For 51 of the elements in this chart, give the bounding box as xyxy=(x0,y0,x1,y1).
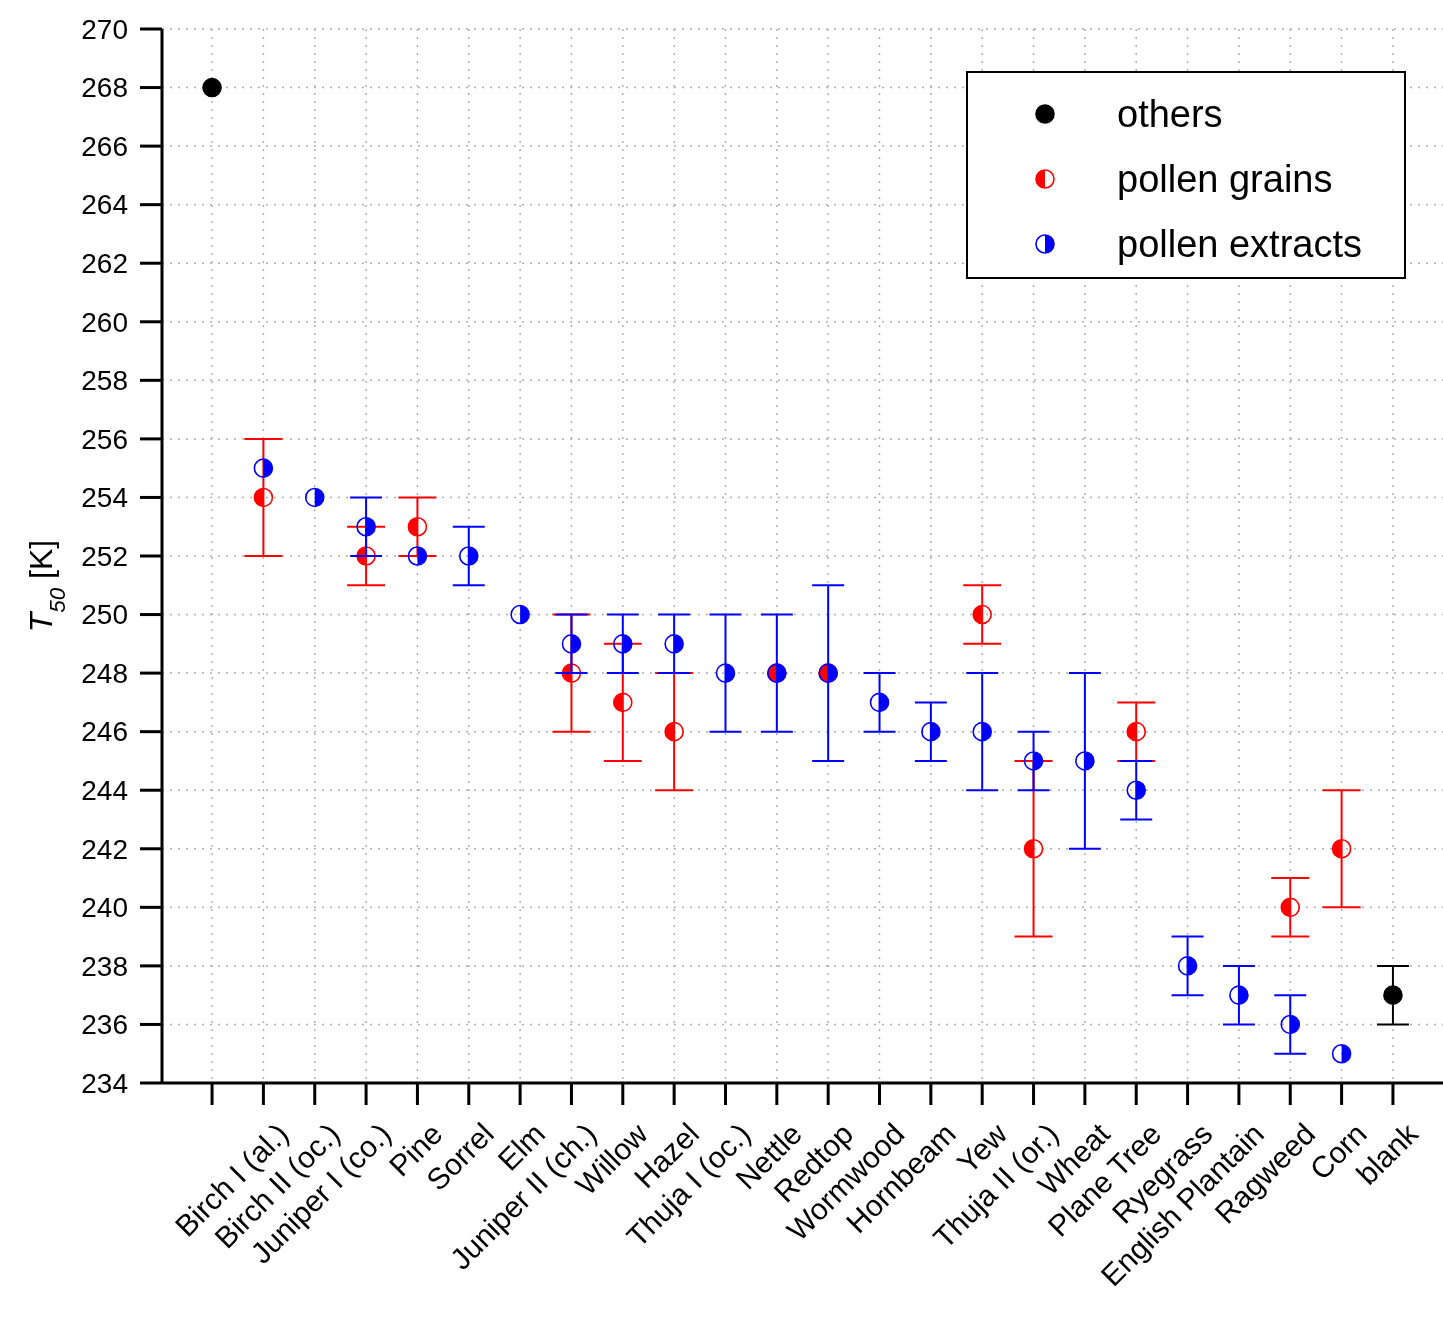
y-tick-label: 262 xyxy=(81,248,128,280)
point xyxy=(613,692,633,713)
y-tick-label: 268 xyxy=(81,72,128,104)
point xyxy=(1023,838,1044,859)
point xyxy=(253,458,274,478)
point xyxy=(253,487,274,508)
y-tick-label: 238 xyxy=(81,950,128,982)
point xyxy=(356,516,376,537)
point xyxy=(921,721,941,742)
point xyxy=(1280,897,1301,918)
point xyxy=(1075,751,1095,771)
legend-label: others xyxy=(1117,93,1223,136)
y-tick-label: 244 xyxy=(81,775,128,807)
point xyxy=(1331,838,1352,859)
y-tick-label: 266 xyxy=(81,130,128,162)
y-tick-label: 252 xyxy=(81,540,128,572)
point xyxy=(1177,956,1198,976)
point xyxy=(664,721,684,742)
y-tick-label: 240 xyxy=(81,892,128,924)
point xyxy=(613,634,633,654)
point xyxy=(407,546,428,566)
y-tick-label: 246 xyxy=(81,716,128,748)
point xyxy=(972,604,992,625)
legend-label: pollen grains xyxy=(1117,158,1333,201)
point xyxy=(407,516,428,537)
point xyxy=(510,604,530,625)
point xyxy=(869,692,890,713)
y-tick-label: 256 xyxy=(81,423,128,455)
point xyxy=(1126,721,1147,742)
y-tick-label: 242 xyxy=(81,833,128,865)
y-tick-label: 236 xyxy=(81,1009,128,1041)
y-tick-label: 248 xyxy=(81,657,128,689)
point xyxy=(1126,780,1147,801)
point xyxy=(561,634,582,654)
point xyxy=(1280,1014,1301,1035)
legend-label: pollen extracts xyxy=(1117,223,1363,266)
y-tick-label: 234 xyxy=(81,1067,128,1099)
point xyxy=(304,487,325,508)
point xyxy=(458,546,479,566)
y-tick-label: 258 xyxy=(81,365,128,397)
point xyxy=(972,721,992,742)
point xyxy=(1023,751,1044,771)
point xyxy=(715,663,736,683)
point xyxy=(1331,1043,1352,1064)
y-tick-label: 250 xyxy=(81,599,128,631)
y-tick-label: 254 xyxy=(81,482,128,514)
y-tick-label: 260 xyxy=(81,306,128,338)
y-tick-label: 270 xyxy=(81,13,128,45)
y-tick-label: 264 xyxy=(81,189,128,221)
point xyxy=(664,634,684,654)
point xyxy=(1229,985,1249,1005)
